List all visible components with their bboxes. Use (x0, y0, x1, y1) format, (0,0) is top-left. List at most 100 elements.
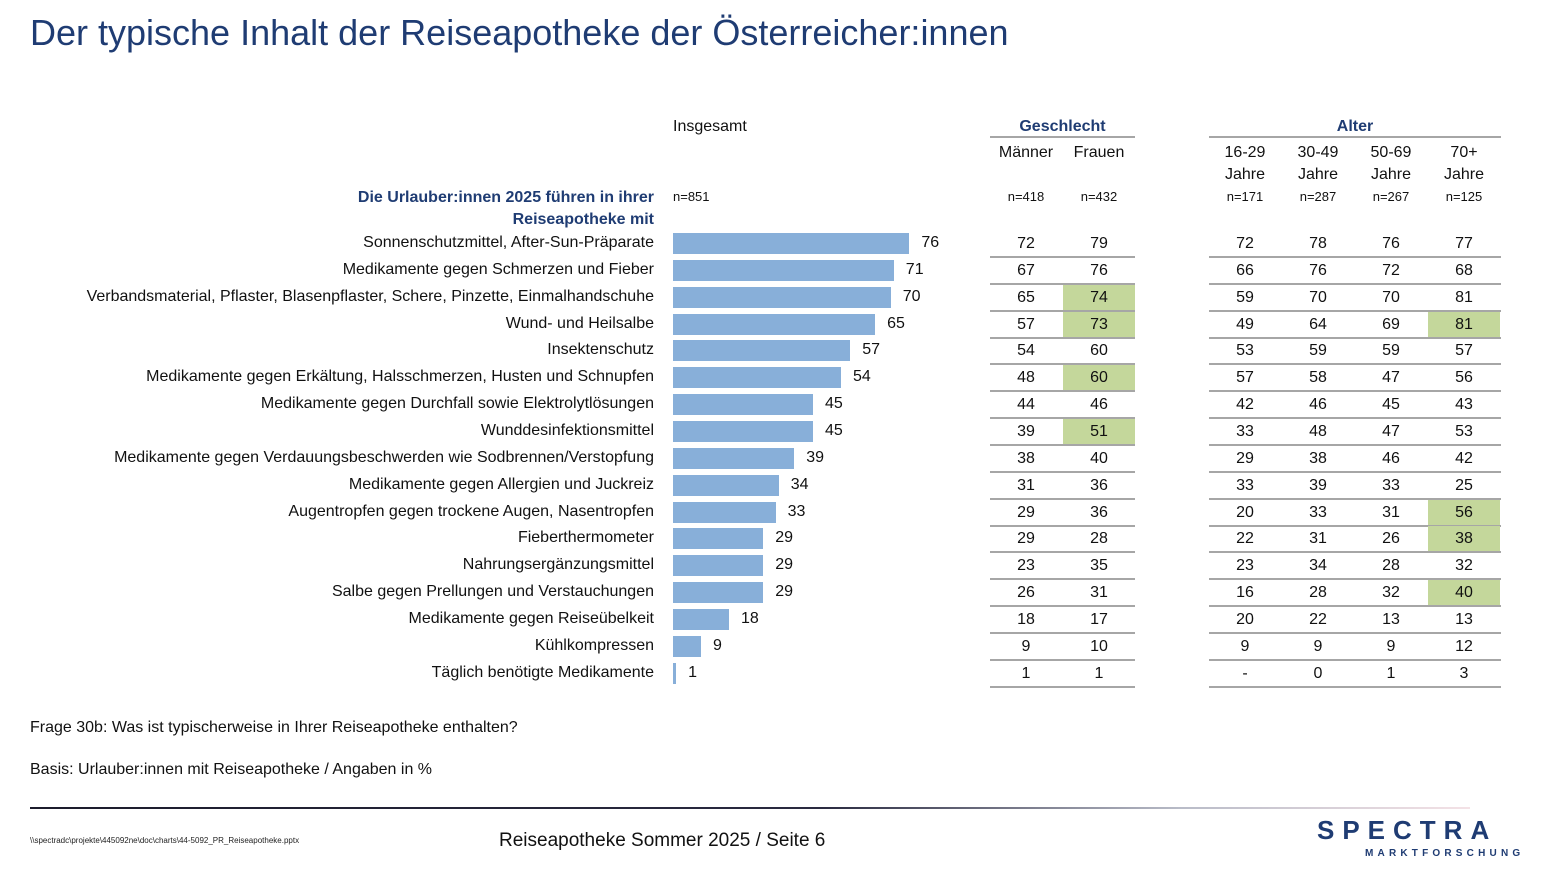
logo-wordmark: SPECTRA (1317, 815, 1498, 845)
table-cell: 35 (1090, 557, 1108, 575)
bar-total (673, 582, 764, 604)
table-cell: 65 (1017, 288, 1035, 306)
bar-value-label: 29 (775, 556, 793, 574)
bar-total (673, 259, 894, 281)
table-cell: 36 (1090, 476, 1108, 494)
bar-value-label: 29 (775, 529, 793, 547)
col-header-frauen: Frauen (1073, 144, 1125, 161)
table-cell: 38 (1309, 449, 1327, 467)
table-cell: 76 (1382, 235, 1400, 252)
table-cell: 38 (1428, 526, 1500, 552)
bar-value-label: 76 (921, 234, 940, 251)
table-cell: 31 (1017, 476, 1035, 494)
bar-total (673, 555, 764, 577)
page-info: Reiseapotheke Sommer 2025 / Seite 6 (499, 830, 826, 851)
table-cell: 31 (1382, 503, 1400, 521)
row-divider (990, 524, 1135, 527)
bar-total (673, 367, 841, 389)
age-group-header: Alter (1336, 118, 1374, 135)
bar-value-label: 70 (902, 287, 921, 305)
row-divider (990, 417, 1135, 420)
table-cell: 42 (1455, 449, 1473, 467)
category-label: Salbe gegen Prellungen und Verstauchunge… (331, 583, 654, 601)
table-cell: 33 (1236, 476, 1254, 494)
table-cell: 20 (1236, 503, 1254, 521)
category-label: Medikamente gegen Allergien und Juckreiz (348, 475, 654, 493)
row-divider (1209, 685, 1501, 688)
bar-value-label: 45 (824, 395, 843, 413)
n-age-30-49: n=287 (1299, 189, 1337, 204)
page-title: Der typische Inhalt der Reiseapotheke de… (30, 12, 1009, 53)
table-cell: 31 (1090, 584, 1108, 602)
total-header: Insgesamt (673, 118, 747, 135)
table-cell: 48 (1309, 422, 1327, 440)
table-cell: 29 (1236, 449, 1254, 467)
n-frauen: n=432 (1080, 189, 1118, 204)
category-label: Wund- und Heilsalbe (505, 314, 654, 332)
table-cell: 9 (1386, 637, 1396, 655)
table-cell: 68 (1455, 261, 1473, 279)
col-header-age-70plus: 70+ Jahre (1428, 142, 1500, 186)
gender-group-line (990, 136, 1135, 138)
table-cell: 72 (1236, 235, 1254, 252)
table-cell: 28 (1090, 530, 1108, 548)
age-label: 70+ (1450, 144, 1478, 161)
table-cell: 57 (1017, 315, 1035, 333)
age-group-line (1209, 136, 1501, 138)
table-cell: 78 (1309, 235, 1327, 252)
bar-total (673, 528, 764, 550)
n-age-70plus: n=125 (1445, 189, 1483, 204)
row-divider (1209, 309, 1501, 312)
category-label: Täglich benötigte Medikamente (431, 663, 654, 681)
bar-total (673, 233, 910, 254)
category-label: Medikamente gegen Schmerzen und Fieber (342, 260, 654, 278)
age-label: 30-49 (1297, 144, 1339, 161)
table-cell: 58 (1309, 369, 1327, 387)
table-cell: 40 (1428, 580, 1500, 606)
row-divider (1209, 605, 1501, 608)
table-cell: 33 (1309, 503, 1327, 521)
n-age-16-29: n=171 (1226, 189, 1264, 204)
table-cell: 1 (1386, 664, 1396, 682)
table-cell: 67 (1017, 261, 1035, 279)
row-divider (1209, 631, 1501, 634)
col-header-maenner: Männer (998, 144, 1054, 161)
row-divider (990, 256, 1135, 258)
table-cell: 25 (1455, 476, 1473, 494)
row-divider (990, 470, 1135, 473)
table-cell: 77 (1455, 235, 1473, 252)
question-text: Frage 30b: Was ist typischerweise in Ihr… (30, 719, 518, 736)
table-cell: 45 (1382, 396, 1400, 414)
row-divider (1209, 551, 1501, 554)
category-label: Nahrungsergänzungsmittel (462, 556, 654, 574)
row-divider (1209, 390, 1501, 393)
table-cell: 54 (1017, 342, 1035, 360)
row-divider (990, 390, 1135, 393)
table-cell: 1 (1094, 664, 1104, 682)
table-cell: 20 (1236, 610, 1254, 628)
row-divider (1209, 282, 1501, 285)
table-cell: 18 (1017, 610, 1035, 628)
category-label: Fieberthermometer (517, 529, 654, 547)
table-cell: 46 (1382, 449, 1400, 467)
bar-total (673, 635, 701, 657)
table-cell: 42 (1236, 396, 1254, 414)
row-divider (1209, 417, 1501, 420)
table-cell: 56 (1428, 499, 1500, 525)
age-label: 16-29 (1224, 144, 1266, 161)
table-cell: 46 (1309, 396, 1327, 414)
row-divider (990, 282, 1135, 285)
table-cell: 81 (1455, 288, 1473, 306)
bar-value-label: 45 (824, 421, 843, 439)
age-unit: Jahre (1297, 166, 1339, 183)
table-cell: 43 (1455, 396, 1473, 414)
table-cell: 40 (1090, 449, 1108, 467)
col-header-age-16-29: 16-29 Jahre (1209, 142, 1281, 186)
row-divider (990, 309, 1135, 312)
category-label: Medikamente gegen Durchfall sowie Elektr… (260, 395, 654, 413)
row-divider (1209, 578, 1501, 581)
table-cell: 76 (1090, 261, 1108, 279)
bar-total (673, 662, 677, 684)
table-cell: 60 (1090, 342, 1108, 360)
table-cell: 1 (1021, 664, 1031, 682)
